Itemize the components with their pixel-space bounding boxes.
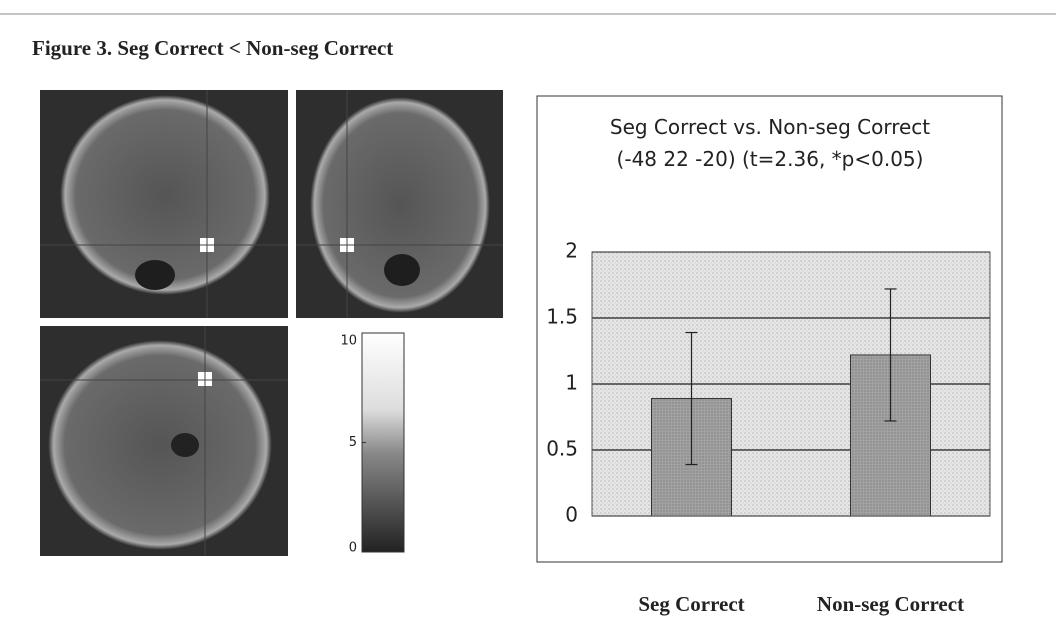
y-tick-label: 1.5 xyxy=(546,305,578,329)
brain-sagittal xyxy=(40,90,288,318)
colorbar xyxy=(362,333,404,552)
y-tick-label: 1 xyxy=(565,371,578,395)
brain-coronal xyxy=(296,90,503,318)
colorbar-tick-label: 10 xyxy=(340,334,357,349)
figure-title: Figure 3. Seg Correct < Non-seg Correct xyxy=(32,36,393,60)
y-tick-label: 0.5 xyxy=(546,437,578,461)
brain-axial xyxy=(40,326,288,556)
colorbar-tick-label: 5 xyxy=(349,435,357,450)
chart-subtitle: (-48 22 -20) (t=2.36, *p<0.05) xyxy=(617,147,924,171)
chart-title: Seg Correct vs. Non-seg Correct xyxy=(610,115,930,139)
colorbar-tick-label: 0 xyxy=(349,541,357,556)
x-tick-label: Non-seg Correct xyxy=(817,592,964,616)
y-tick-label: 0 xyxy=(565,503,578,527)
x-tick-label: Seg Correct xyxy=(638,592,744,616)
figure: Figure 3. Seg Correct < Non-seg Correct … xyxy=(0,0,1056,643)
y-tick-label: 2 xyxy=(565,239,578,263)
